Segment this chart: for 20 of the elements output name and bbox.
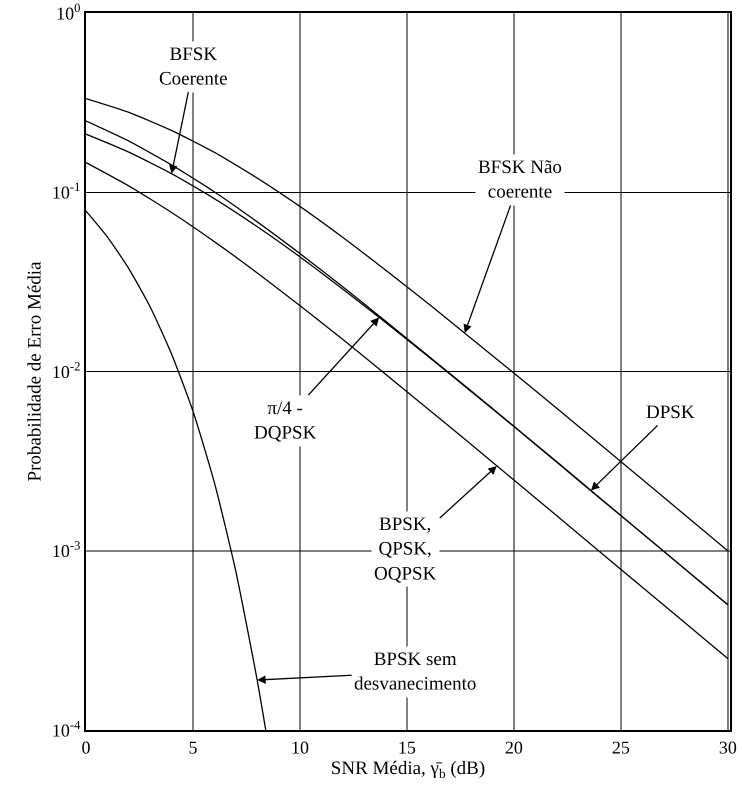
x-tick-label: 30 xyxy=(718,738,737,758)
x-tick-label: 20 xyxy=(504,738,523,758)
annotation: π/4 - DQPSK xyxy=(254,398,317,444)
x-tick-label: 25 xyxy=(612,738,630,758)
x-tick-label: 10 xyxy=(290,738,309,758)
x-tick-label: 15 xyxy=(398,738,416,758)
annotation: BFSK Não coerente xyxy=(478,157,562,203)
annotation: BFSK Coerente xyxy=(159,44,228,90)
y-tick-label: 10$^{-1}$ xyxy=(52,180,80,203)
annotation: DPSK xyxy=(646,402,695,423)
y-tick-label: 10$^{-2}$ xyxy=(52,359,80,382)
y-tick-label: 10$^{-3}$ xyxy=(52,538,80,562)
x-tick-label: 0 xyxy=(82,738,90,758)
y-tick-label: 10$^{-4}$ xyxy=(52,718,82,740)
x-tick-label: 5 xyxy=(188,738,198,758)
annotation: BPSK sem desvanecimento xyxy=(354,649,476,695)
y-tick-label: 10$^{0}$ xyxy=(56,0,80,24)
x-axis-title: SNR Média, γ̄$_{b}$ (dB) xyxy=(330,758,486,781)
y-axis-title: Probabilidade de Erro Média xyxy=(24,260,46,482)
annotation: BPSK, QPSK, OQPSK xyxy=(374,514,437,584)
